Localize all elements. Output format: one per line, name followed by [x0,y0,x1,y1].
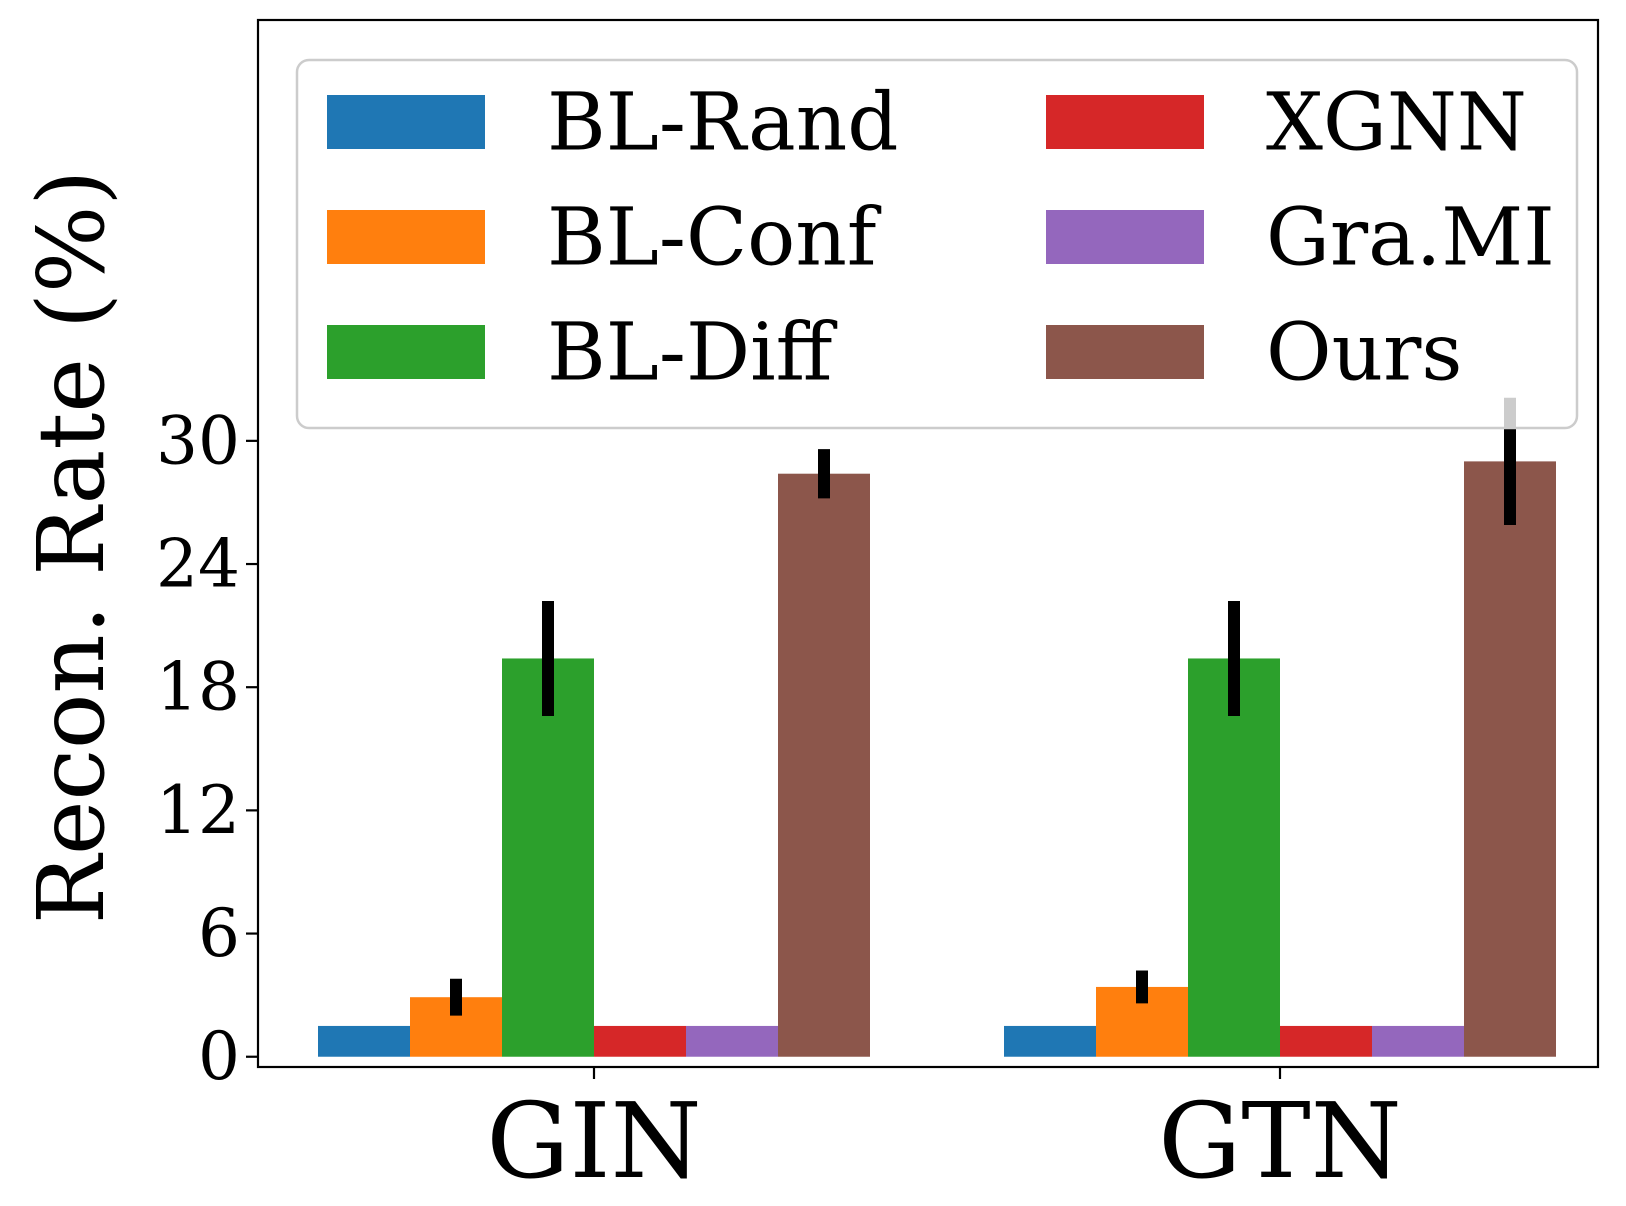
legend-swatch [327,210,485,264]
bar-ours-gin [778,473,870,1057]
legend-swatch [1046,325,1204,379]
x-tick-label: GTN [1158,1080,1401,1202]
y-axis: 0 6 12 18 24 30 [156,402,258,1095]
legend-label: XGNN [1266,76,1527,169]
y-tick-label: 0 [198,1018,240,1095]
bar-bl-rand-gin [318,1025,410,1057]
legend-label: BL-Diff [547,306,838,399]
legend-label: BL-Rand [547,76,898,169]
y-axis-label: Recon. Rate (%) [18,170,125,924]
y-tick-label: 30 [156,402,240,479]
legend-swatch [1046,95,1204,149]
y-tick-label: 6 [198,895,240,972]
legend-swatch [1046,210,1204,264]
legend-label: Ours [1266,306,1462,399]
legend-label: BL-Conf [547,191,882,284]
legend-box [295,58,1579,430]
bar-bl-diff-gtn [1188,658,1280,1057]
legend-label: Gra.MI [1266,191,1555,284]
y-tick-label: 24 [156,526,240,603]
bar-gra-mi-gin [686,1025,778,1057]
bar-xgnn-gin [594,1025,686,1057]
legend: BL-Rand BL-Conf BL-Diff XGNN Gra.MI Ours [295,58,1579,430]
bars-layer [318,461,1556,1057]
bar-bl-diff-gin [502,658,594,1057]
x-tick-label: GIN [486,1080,701,1202]
bar-bl-rand-gtn [1004,1025,1096,1057]
bar-ours-gtn [1464,461,1556,1057]
y-tick-label: 18 [156,649,240,726]
bar-gra-mi-gtn [1372,1025,1464,1057]
plot-frame [256,18,1600,1069]
y-tick-label: 12 [156,772,240,849]
legend-swatch [327,95,485,149]
bar-xgnn-gtn [1280,1025,1372,1057]
x-axis: GIN GTN [486,1067,1402,1202]
legend-swatch [327,325,485,379]
